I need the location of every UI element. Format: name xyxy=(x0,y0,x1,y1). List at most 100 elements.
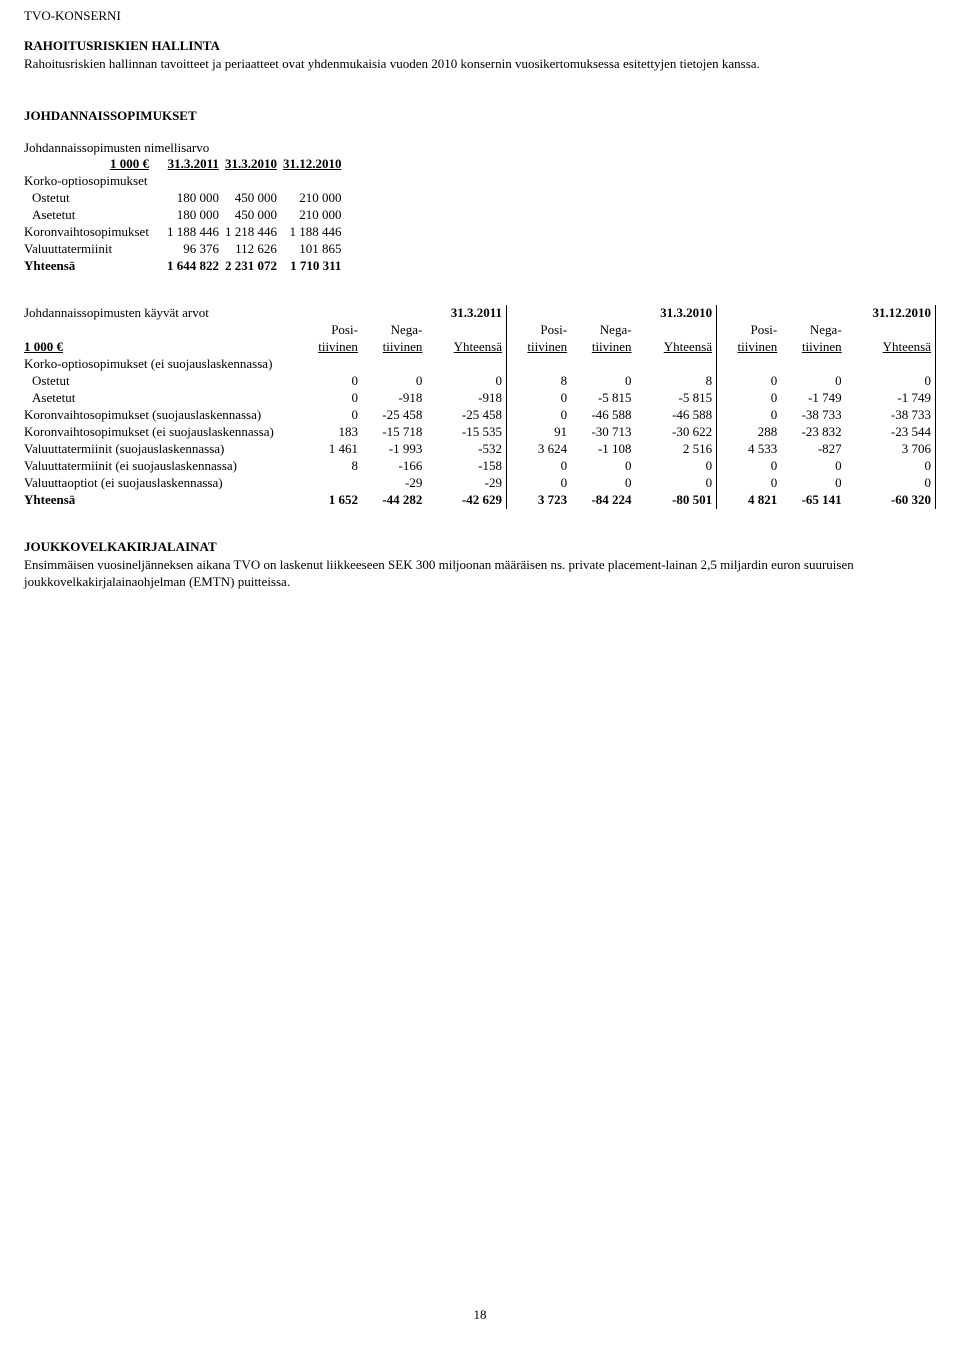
t2-yht0: Yhteensä xyxy=(426,339,506,356)
t2-r0-v8: 0 xyxy=(846,373,936,390)
t2-tot-v5: -80 501 xyxy=(636,492,717,509)
t2-neg2a: Nega- xyxy=(781,322,845,339)
t2-r2-v7: -38 733 xyxy=(781,407,845,424)
t2-r3-v0: 183 xyxy=(298,424,362,441)
t2-r4-v4: -1 108 xyxy=(571,441,635,458)
t2-r3-v4: -30 713 xyxy=(571,424,635,441)
t2-r4-v7: -827 xyxy=(781,441,845,458)
t2-r2-v1: -25 458 xyxy=(362,407,426,424)
t2-r1-v0: 0 xyxy=(298,390,362,407)
t2-r2-v4: -46 588 xyxy=(571,407,635,424)
t2-top2: 31.12.2010 xyxy=(846,305,936,322)
t2-r1-v2: -918 xyxy=(426,390,506,407)
t2-neg0b: tiivinen xyxy=(362,339,426,356)
t2-neg1b: tiivinen xyxy=(571,339,635,356)
t1-r3-v1: 112 626 xyxy=(225,241,283,258)
t2-pos0a: Posi- xyxy=(298,322,362,339)
table-fairvalue: Johdannaissopimusten käyvät arvot 31.3.2… xyxy=(24,305,936,509)
t2-r2-lab: Koronvaihtosopimukset (suojauslaskennass… xyxy=(24,407,298,424)
t2-r1-v6: 0 xyxy=(717,390,782,407)
t2-r1-lab: Asetetut xyxy=(24,390,298,407)
table-row: Ostetut000808000 xyxy=(24,373,936,390)
t2-r5-v0: 8 xyxy=(298,458,362,475)
t2-r3-v3: 91 xyxy=(507,424,572,441)
t2-r2-v6: 0 xyxy=(717,407,782,424)
t1-r1-v2: 210 000 xyxy=(283,207,348,224)
t2-r2-v2: -25 458 xyxy=(426,407,506,424)
t1-subhead: Korko-optiosopimukset xyxy=(24,173,347,190)
t2-unit: 1 000 € xyxy=(24,339,298,356)
t1-r0-v2: 210 000 xyxy=(283,190,348,207)
table-row: Koronvaihtosopimukset (ei suojauslaskenn… xyxy=(24,424,936,441)
t2-r5-v3: 0 xyxy=(507,458,572,475)
sec3-title: JOUKKOVELKAKIRJALAINAT xyxy=(24,539,936,555)
t2-pos2a: Posi- xyxy=(717,322,782,339)
t2-r0-lab: Ostetut xyxy=(24,373,298,390)
t2-tot-v8: -60 320 xyxy=(846,492,936,509)
t2-pos1b: tiivinen xyxy=(507,339,572,356)
table-row: Koronvaihtosopimukset 1 188 446 1 218 44… xyxy=(24,224,347,241)
t2-r2-v3: 0 xyxy=(507,407,572,424)
t2-neg0a: Nega- xyxy=(362,322,426,339)
t2-r6-v7: 0 xyxy=(781,475,845,492)
t2-r4-v1: -1 993 xyxy=(362,441,426,458)
t2-tot-v0: 1 652 xyxy=(298,492,362,509)
t2-neg1a: Nega- xyxy=(571,322,635,339)
t2-tot-v6: 4 821 xyxy=(717,492,782,509)
t2-tot-v3: 3 723 xyxy=(507,492,572,509)
sec1-text: Rahoitusriskien hallinnan tavoitteet ja … xyxy=(24,56,936,72)
t2-r4-lab: Valuuttatermiinit (suojauslaskennassa) xyxy=(24,441,298,458)
t2-tot-v4: -84 224 xyxy=(571,492,635,509)
t2-r5-v4: 0 xyxy=(571,458,635,475)
t2-r1-v7: -1 749 xyxy=(781,390,845,407)
t1-tot-v2: 1 710 311 xyxy=(283,258,348,275)
t2-r3-v6: 288 xyxy=(717,424,782,441)
table-nominal: 1 000 € 31.3.2011 31.3.2010 31.12.2010 K… xyxy=(24,156,347,275)
t2-r0-v5: 8 xyxy=(636,373,717,390)
t2-r4-v5: 2 516 xyxy=(636,441,717,458)
table-row: Asetetut0-918-9180-5 815-5 8150-1 749-1 … xyxy=(24,390,936,407)
sec3-text: Ensimmäisen vuosineljänneksen aikana TVO… xyxy=(24,557,936,590)
t2-r0-v1: 0 xyxy=(362,373,426,390)
t2-r5-v1: -166 xyxy=(362,458,426,475)
t2-r0-v2: 0 xyxy=(426,373,506,390)
t2-neg2b: tiivinen xyxy=(781,339,845,356)
t2-r6-v4: 0 xyxy=(571,475,635,492)
t2-r0-v7: 0 xyxy=(781,373,845,390)
t2-r1-v5: -5 815 xyxy=(636,390,717,407)
t2-r1-v1: -918 xyxy=(362,390,426,407)
t1-r1-lab: Asetetut xyxy=(24,207,167,224)
t1-r2-v2: 1 188 446 xyxy=(283,224,348,241)
t1-r3-v0: 96 376 xyxy=(167,241,225,258)
t2-r5-v5: 0 xyxy=(636,458,717,475)
t2-r5-v6: 0 xyxy=(717,458,782,475)
t2-r3-v7: -23 832 xyxy=(781,424,845,441)
t2-r2-v8: -38 733 xyxy=(846,407,936,424)
t2-r4-v3: 3 624 xyxy=(507,441,572,458)
t1-r3-lab: Valuuttatermiinit xyxy=(24,241,167,258)
t2-r5-lab: Valuuttatermiinit (ei suojauslaskennassa… xyxy=(24,458,298,475)
t2-r0-v4: 0 xyxy=(571,373,635,390)
table-row: Valuuttatermiinit (ei suojauslaskennassa… xyxy=(24,458,936,475)
t2-caption: Johdannaissopimusten käyvät arvot xyxy=(24,305,298,322)
t1-r2-v1: 1 218 446 xyxy=(225,224,283,241)
t2-r6-v5: 0 xyxy=(636,475,717,492)
t2-tot-v2: -42 629 xyxy=(426,492,506,509)
t2-r6-v2: -29 xyxy=(426,475,506,492)
t2-r4-v2: -532 xyxy=(426,441,506,458)
t2-r3-v8: -23 544 xyxy=(846,424,936,441)
t2-top0: 31.3.2011 xyxy=(426,305,506,322)
t2-tot-v7: -65 141 xyxy=(781,492,845,509)
t2-r1-v3: 0 xyxy=(507,390,572,407)
t2-subhead: Korko-optiosopimukset (ei suojauslaskenn… xyxy=(24,356,298,373)
page-header: TVO-KONSERNI xyxy=(24,8,936,24)
t1-r2-v0: 1 188 446 xyxy=(167,224,225,241)
t2-r3-v1: -15 718 xyxy=(362,424,426,441)
t2-r5-v8: 0 xyxy=(846,458,936,475)
sec1-title: RAHOITUSRISKIEN HALLINTA xyxy=(24,38,936,54)
table-row-total: Yhteensä 1 644 822 2 231 072 1 710 311 xyxy=(24,258,347,275)
t1-r3-v2: 101 865 xyxy=(283,241,348,258)
t2-top1: 31.3.2010 xyxy=(636,305,717,322)
sec2-title: JOHDANNAISSOPIMUKSET xyxy=(24,108,936,124)
table-row-total: Yhteensä1 652-44 282-42 6293 723-84 224-… xyxy=(24,492,936,509)
